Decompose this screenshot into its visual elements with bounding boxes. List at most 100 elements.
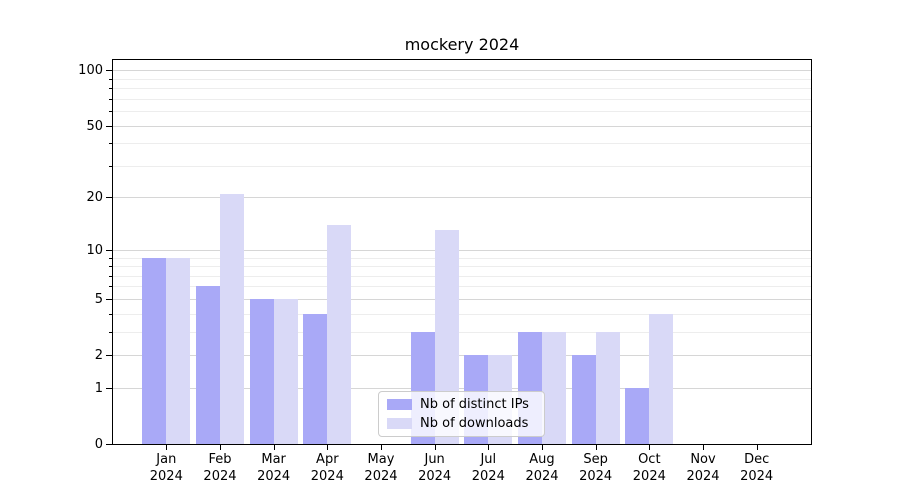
gridline-major-50 <box>113 126 811 127</box>
bar-jan-distinct-ips <box>142 257 167 444</box>
x-tick-sep <box>596 445 597 450</box>
x-tick-month: Feb <box>208 452 232 467</box>
y-tick-label-50: 50 <box>86 119 103 134</box>
bar-feb-downloads <box>219 193 244 444</box>
bar-oct-distinct-ips <box>625 387 650 444</box>
x-tick-year: 2024 <box>686 469 720 484</box>
x-tick-month: Oct <box>638 452 661 467</box>
y-minortick-8 <box>109 266 112 267</box>
bar-aug-downloads <box>541 331 566 444</box>
x-tick-dec <box>757 445 758 450</box>
y-tick-100 <box>106 70 112 71</box>
x-tick-label-apr: Apr 2024 <box>300 451 354 485</box>
legend: Nb of distinct IPs Nb of downloads <box>378 391 545 437</box>
chart-title: mockery 2024 <box>404 35 520 54</box>
x-tick-apr <box>327 445 328 450</box>
x-tick-label-mar: Mar 2024 <box>247 451 301 485</box>
y-tick-0 <box>106 444 112 445</box>
legend-swatch-downloads-icon <box>387 418 412 430</box>
x-tick-label-oct: Oct 2024 <box>622 451 676 485</box>
x-tick-month: Jul <box>480 452 497 467</box>
right-spine <box>811 59 812 445</box>
x-tick-jul <box>488 445 489 450</box>
gridline-minor-7 <box>113 276 811 277</box>
x-tick-month: Jun <box>424 452 445 467</box>
bar-jan-downloads <box>166 257 191 444</box>
y-minortick-4 <box>109 314 112 315</box>
x-tick-mar <box>274 445 275 450</box>
y-minortick-40 <box>109 143 112 144</box>
gridline-minor-9 <box>113 258 811 259</box>
gridline-major-5 <box>113 299 811 300</box>
x-tick-month: Sep <box>583 452 608 467</box>
bottom-spine <box>112 444 812 445</box>
x-tick-label-may: May 2024 <box>354 451 408 485</box>
gridline-minor-90 <box>113 79 811 80</box>
gridline-minor-60 <box>113 111 811 112</box>
x-tick-nov <box>703 445 704 450</box>
bar-apr-downloads <box>327 224 352 444</box>
x-tick-label-nov: Nov 2024 <box>676 451 730 485</box>
y-minortick-70 <box>109 99 112 100</box>
x-tick-year: 2024 <box>632 469 666 484</box>
x-tick-label-feb: Feb 2024 <box>193 451 247 485</box>
left-spine <box>112 59 113 445</box>
legend-swatch-distinct-ips-icon <box>387 398 412 410</box>
bar-feb-distinct-ips <box>195 286 220 444</box>
y-tick-label-5: 5 <box>94 292 103 307</box>
y-tick-2 <box>106 355 112 356</box>
x-tick-year: 2024 <box>364 469 398 484</box>
y-tick-label-0: 0 <box>94 437 103 452</box>
legend-item-distinct-ips: Nb of distinct IPs <box>387 396 536 413</box>
y-minortick-7 <box>109 276 112 277</box>
bar-mar-downloads <box>273 298 298 444</box>
gridline-major-100 <box>113 70 811 71</box>
bar-sep-distinct-ips <box>571 355 596 444</box>
x-tick-label-aug: Aug 2024 <box>515 451 569 485</box>
y-tick-label-20: 20 <box>86 190 103 205</box>
bar-apr-distinct-ips <box>303 313 328 444</box>
x-tick-year: 2024 <box>579 469 613 484</box>
x-tick-month: Mar <box>261 452 286 467</box>
bar-sep-downloads <box>595 331 620 444</box>
x-tick-month: Dec <box>744 452 770 467</box>
bar-mar-distinct-ips <box>249 298 274 444</box>
x-tick-year: 2024 <box>203 469 237 484</box>
x-tick-jun <box>435 445 436 450</box>
x-tick-aug <box>542 445 543 450</box>
y-minortick-6 <box>109 286 112 287</box>
gridline-major-10 <box>113 250 811 251</box>
legend-label-downloads: Nb of downloads <box>420 416 529 432</box>
x-tick-feb <box>220 445 221 450</box>
y-minortick-60 <box>109 111 112 112</box>
x-tick-label-jun: Jun 2024 <box>408 451 462 485</box>
x-tick-month: Apr <box>316 452 339 467</box>
y-tick-20 <box>106 197 112 198</box>
x-tick-year: 2024 <box>525 469 559 484</box>
y-tick-label-100: 100 <box>78 63 103 78</box>
gridline-major-1 <box>113 388 811 389</box>
gridline-minor-8 <box>113 266 811 267</box>
x-tick-month: May <box>367 452 395 467</box>
x-tick-month: Jan <box>156 452 177 467</box>
y-minortick-9 <box>109 258 112 259</box>
x-tick-year: 2024 <box>471 469 505 484</box>
x-tick-label-sep: Sep 2024 <box>569 451 623 485</box>
y-minortick-80 <box>109 88 112 89</box>
gridline-minor-3 <box>113 332 811 333</box>
legend-item-downloads: Nb of downloads <box>387 416 536 433</box>
y-minortick-3 <box>109 332 112 333</box>
y-tick-1 <box>106 388 112 389</box>
y-tick-10 <box>106 250 112 251</box>
gridline-minor-80 <box>113 88 811 89</box>
gridline-major-20 <box>113 197 811 198</box>
x-tick-label-jul: Jul 2024 <box>461 451 515 485</box>
gridline-minor-6 <box>113 286 811 287</box>
legend-label-distinct-ips: Nb of distinct IPs <box>420 396 529 412</box>
x-tick-may <box>381 445 382 450</box>
x-tick-month: Aug <box>529 452 555 467</box>
x-tick-year: 2024 <box>149 469 183 484</box>
y-tick-label-1: 1 <box>94 381 103 396</box>
y-minortick-90 <box>109 79 112 80</box>
